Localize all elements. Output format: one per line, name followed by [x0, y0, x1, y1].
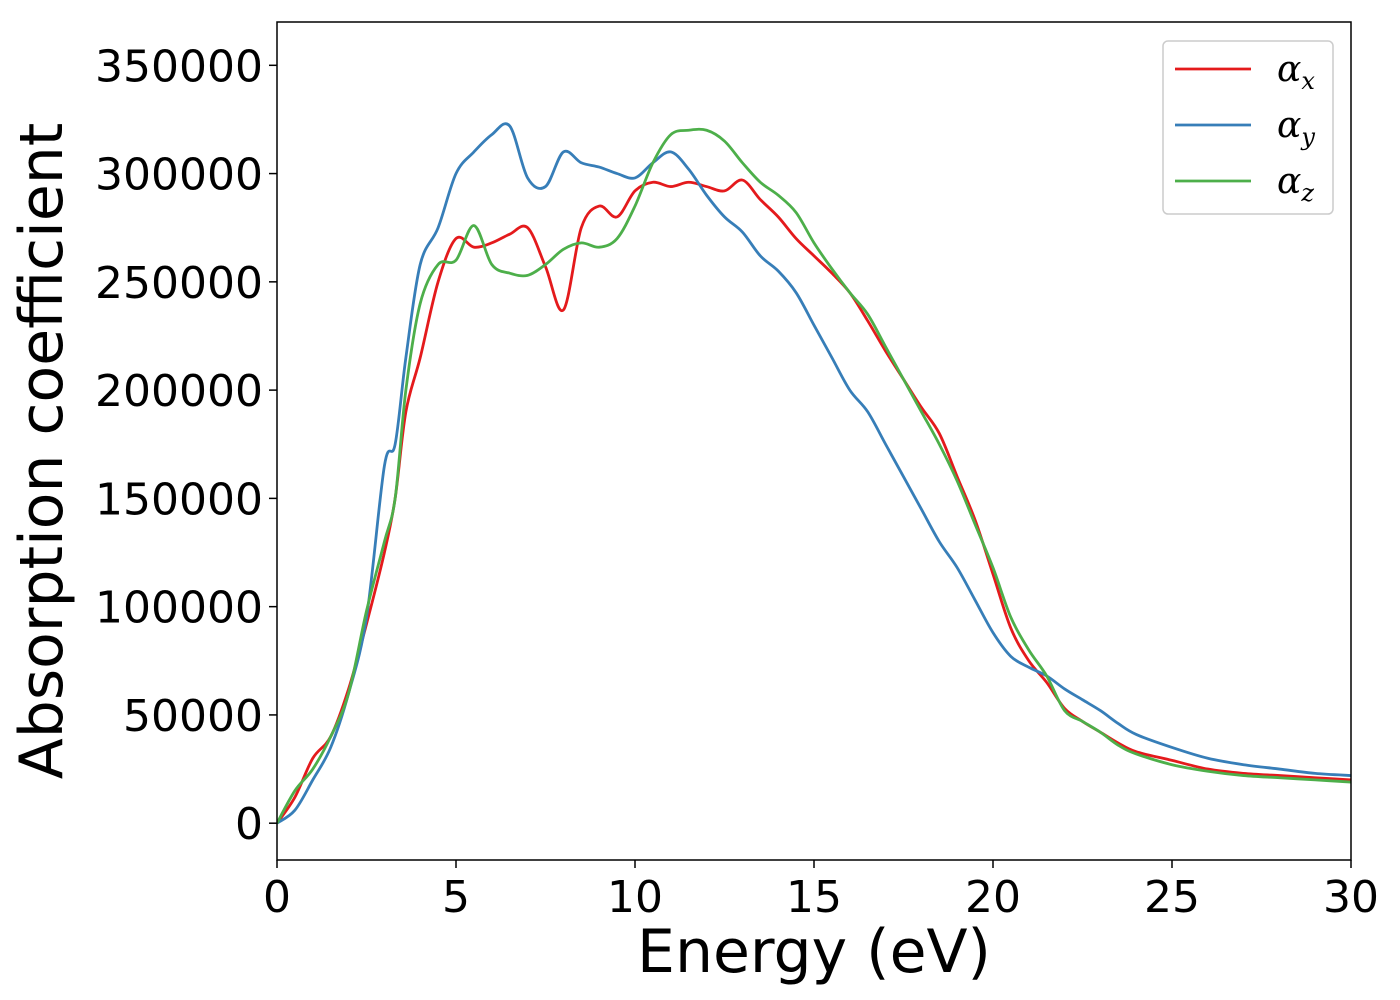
y-tick-label: 200000: [95, 366, 263, 417]
x-axis-title: Energy (eV): [637, 917, 991, 987]
y-tick-label: 350000: [95, 41, 263, 92]
legend-label-alpha-z: αz: [1277, 161, 1314, 207]
y-tick-label: 0: [235, 799, 263, 850]
legend-label-alpha-y: αy: [1277, 105, 1315, 151]
y-tick-label: 50000: [123, 691, 263, 742]
x-axis-ticks: 0 5 10 15 20 25 30: [263, 860, 1379, 923]
y-axis-title: Absorption coefficient: [7, 123, 77, 780]
x-tick-label: 30: [1323, 872, 1379, 923]
y-tick-label: 250000: [95, 258, 263, 309]
series-line-alpha-y: [277, 122, 1351, 825]
series-line-alpha-x: [277, 178, 1351, 824]
y-axis-ticks: 0 50000 100000 150000 200000 250000 300000 3500…: [95, 41, 277, 850]
legend: αx αy αz: [1162, 40, 1334, 215]
x-tick-label: 25: [1144, 872, 1200, 923]
x-tick-label: 0: [263, 872, 291, 923]
legend-label-alpha-x: αx: [1277, 49, 1315, 95]
x-tick-label: 5: [442, 872, 470, 923]
plot-lines: [277, 122, 1351, 825]
y-tick-label: 150000: [95, 474, 263, 525]
x-tick-label: 10: [607, 872, 663, 923]
legend-box: [1162, 40, 1334, 215]
y-tick-label: 300000: [95, 150, 263, 201]
y-tick-label: 100000: [95, 583, 263, 634]
x-tick-label: 20: [965, 872, 1021, 923]
series-line-alpha-z: [277, 127, 1351, 824]
x-tick-label: 15: [786, 872, 842, 923]
